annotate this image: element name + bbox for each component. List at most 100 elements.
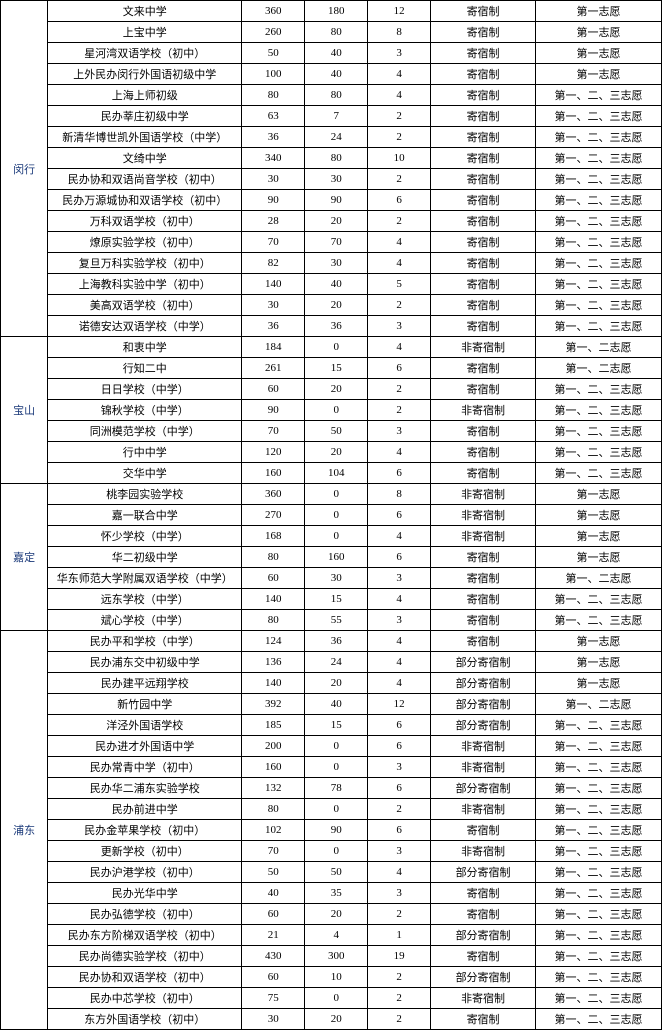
boarding-cell: 非寄宿制: [431, 526, 536, 547]
preference-cell: 第一、二、三志愿: [536, 106, 662, 127]
school-cell: 行知二中: [48, 358, 242, 379]
value-cell: 140: [242, 274, 305, 295]
district-cell: 闵行: [1, 1, 48, 337]
preference-cell: 第一志愿: [536, 64, 662, 85]
school-cell: 民办协和双语尚音学校（初中）: [48, 169, 242, 190]
value-cell: 28: [242, 211, 305, 232]
value-cell: 3: [368, 883, 431, 904]
value-cell: 3: [368, 568, 431, 589]
value-cell: 10: [305, 967, 368, 988]
value-cell: 70: [242, 841, 305, 862]
value-cell: 5: [368, 274, 431, 295]
value-cell: 24: [305, 127, 368, 148]
school-cell: 文来中学: [48, 1, 242, 22]
preference-cell: 第一、二、三志愿: [536, 799, 662, 820]
boarding-cell: 寄宿制: [431, 358, 536, 379]
school-cell: 交华中学: [48, 463, 242, 484]
value-cell: 0: [305, 841, 368, 862]
value-cell: 60: [242, 904, 305, 925]
table-row: 怀少学校（中学）16804非寄宿制第一志愿: [1, 526, 662, 547]
school-cell: 上宝中学: [48, 22, 242, 43]
value-cell: 3: [368, 610, 431, 631]
boarding-cell: 寄宿制: [431, 22, 536, 43]
preference-cell: 第一、二、三志愿: [536, 778, 662, 799]
value-cell: 30: [305, 169, 368, 190]
preference-cell: 第一、二、三志愿: [536, 295, 662, 316]
value-cell: 40: [305, 274, 368, 295]
value-cell: 7: [305, 106, 368, 127]
value-cell: 2: [368, 967, 431, 988]
boarding-cell: 非寄宿制: [431, 757, 536, 778]
school-cell: 民办中芯学校（初中）: [48, 988, 242, 1009]
boarding-cell: 寄宿制: [431, 106, 536, 127]
school-cell: 民办进才外国语中学: [48, 736, 242, 757]
value-cell: 2: [368, 211, 431, 232]
preference-cell: 第一、二、三志愿: [536, 190, 662, 211]
value-cell: 0: [305, 988, 368, 1009]
school-cell: 星河湾双语学校（初中）: [48, 43, 242, 64]
value-cell: 260: [242, 22, 305, 43]
value-cell: 15: [305, 589, 368, 610]
preference-cell: 第一、二、三志愿: [536, 1009, 662, 1030]
table-row: 民办光华中学40353寄宿制第一、二、三志愿: [1, 883, 662, 904]
value-cell: 80: [242, 610, 305, 631]
table-row: 民办东方阶梯双语学校（初中）2141部分寄宿制第一、二、三志愿: [1, 925, 662, 946]
table-row: 民办进才外国语中学20006非寄宿制第一、二、三志愿: [1, 736, 662, 757]
preference-cell: 第一、二、三志愿: [536, 610, 662, 631]
value-cell: 0: [305, 799, 368, 820]
boarding-cell: 部分寄宿制: [431, 652, 536, 673]
value-cell: 4: [368, 652, 431, 673]
preference-cell: 第一志愿: [536, 1, 662, 22]
preference-cell: 第一、二、三志愿: [536, 925, 662, 946]
school-cell: 东方外国语学校（初中）: [48, 1009, 242, 1030]
preference-cell: 第一、二、三志愿: [536, 463, 662, 484]
school-cell: 新竹园中学: [48, 694, 242, 715]
school-cell: 洋泾外国语学校: [48, 715, 242, 736]
value-cell: 392: [242, 694, 305, 715]
table-row: 新清华博世凯外国语学校（中学）36242寄宿制第一、二、三志愿: [1, 127, 662, 148]
boarding-cell: 非寄宿制: [431, 988, 536, 1009]
value-cell: 6: [368, 547, 431, 568]
preference-cell: 第一、二、三志愿: [536, 316, 662, 337]
value-cell: 60: [242, 379, 305, 400]
boarding-cell: 寄宿制: [431, 85, 536, 106]
table-row: 民办弘德学校（初中）60202寄宿制第一、二、三志愿: [1, 904, 662, 925]
school-cell: 新清华博世凯外国语学校（中学）: [48, 127, 242, 148]
table-row: 民办万源城协和双语学校（初中）90906寄宿制第一、二、三志愿: [1, 190, 662, 211]
preference-cell: 第一、二、三志愿: [536, 211, 662, 232]
value-cell: 80: [305, 148, 368, 169]
value-cell: 2: [368, 400, 431, 421]
table-row: 上海上师初级80804寄宿制第一、二、三志愿: [1, 85, 662, 106]
value-cell: 2: [368, 904, 431, 925]
value-cell: 180: [305, 1, 368, 22]
preference-cell: 第一志愿: [536, 631, 662, 652]
value-cell: 184: [242, 337, 305, 358]
value-cell: 20: [305, 295, 368, 316]
value-cell: 40: [305, 43, 368, 64]
value-cell: 2: [368, 169, 431, 190]
value-cell: 36: [242, 127, 305, 148]
preference-cell: 第一、二、三志愿: [536, 127, 662, 148]
school-cell: 民办建平远翔学校: [48, 673, 242, 694]
value-cell: 3: [368, 316, 431, 337]
value-cell: 4: [368, 442, 431, 463]
value-cell: 60: [242, 568, 305, 589]
school-cell: 民办莘庄初级中学: [48, 106, 242, 127]
value-cell: 36: [305, 316, 368, 337]
value-cell: 140: [242, 673, 305, 694]
table-row: 民办沪港学校（初中）50504部分寄宿制第一、二、三志愿: [1, 862, 662, 883]
table-row: 民办协和双语尚音学校（初中）30302寄宿制第一、二、三志愿: [1, 169, 662, 190]
preference-cell: 第一志愿: [536, 505, 662, 526]
value-cell: 160: [242, 757, 305, 778]
school-cell: 日日学校（中学）: [48, 379, 242, 400]
value-cell: 6: [368, 820, 431, 841]
preference-cell: 第一、二、三志愿: [536, 169, 662, 190]
value-cell: 80: [305, 22, 368, 43]
school-cell: 诺德安达双语学校（中学）: [48, 316, 242, 337]
preference-cell: 第一志愿: [536, 652, 662, 673]
boarding-cell: 寄宿制: [431, 946, 536, 967]
boarding-cell: 寄宿制: [431, 169, 536, 190]
value-cell: 3: [368, 841, 431, 862]
value-cell: 360: [242, 484, 305, 505]
table-row: 美高双语学校（初中）30202寄宿制第一、二、三志愿: [1, 295, 662, 316]
